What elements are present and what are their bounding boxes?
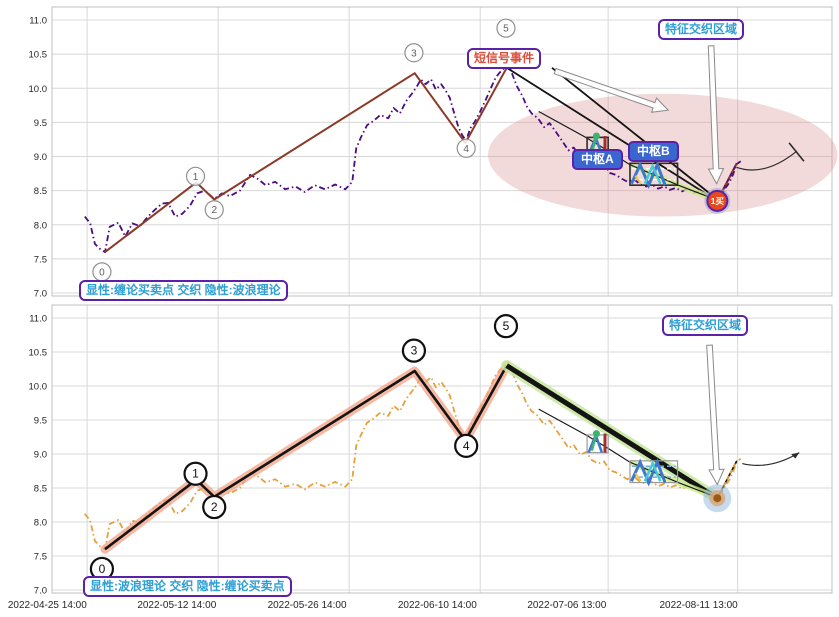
wave-label-circle-1 [183,461,208,486]
tbar-cap [788,142,805,162]
panel-wave-explicit: 0 1 2 3 4 5 11.0 10.5 10.0 9.5 9.0 8.5 8.0 7.5 7.0 [29,304,833,597]
wave-line [104,364,508,551]
buy-signal-marker [706,189,729,212]
pivot-b-cyan-zigzag [643,460,662,482]
wave-label-text-4: 4 [463,439,470,453]
wave-label-circle-2 [202,494,227,520]
decline-line [506,67,718,202]
y-tick-label: 8.0 [34,518,47,529]
price-line [84,62,742,254]
wave-label-circle-4 [454,433,479,458]
x-tick-label: 2022-08-11 13:00 [660,600,739,611]
signal-pointer-line [551,67,718,201]
y-tick-label: 10.0 [29,84,48,95]
green-dot [592,132,600,140]
spread-arrow [553,67,670,113]
pivot-box-b [629,460,679,484]
wave-label-circle-4 [456,138,476,158]
wave-label-text-0: 0 [99,562,106,576]
y-tick-label: 8.5 [34,186,47,197]
wave-label-text-0: 0 [99,267,105,278]
pivot-box-b [629,162,679,186]
wave-label-circle-3 [401,338,427,363]
y-tick-label: 10.5 [29,348,48,359]
signal-core [713,494,722,503]
caption-bottom-panel: 显性:波浪理论 交织 隐性:缠论买卖点 [83,576,292,597]
feature-zone-arrow-bottom [706,344,725,486]
y-tick-label: 11.0 [29,314,47,325]
decline-line [505,363,719,501]
panel-border [51,304,833,594]
x-tick-label: 2022-05-26 14:00 [268,600,347,611]
wave-label-circle-5 [496,18,516,38]
pivot-b-label: 中枢B [628,141,679,162]
pivot-b-cyan-zigzag [643,163,662,185]
y-tick-label: 8.0 [34,220,47,231]
pivot-a-label: 中枢A [572,149,623,170]
wave-label-text-3: 3 [411,344,418,358]
x-tick-label: 2022-06-10 14:00 [398,600,477,611]
wave-label-text-4: 4 [463,144,469,155]
y-tick-label: 10.0 [29,382,48,393]
y-tick-label: 10.5 [29,50,48,61]
buy-signal-text: 1买 [711,196,725,206]
wave-label-text-2: 2 [211,205,217,216]
wave-label-text-1: 1 [193,172,199,183]
feature-zone-arrow-top [707,45,725,185]
y-tick-label: 9.5 [34,416,47,427]
wave-label-circle-2 [204,200,224,220]
wave-label-circle-1 [185,166,206,186]
wave-label-text-5: 5 [503,24,509,35]
short-signal-label: 短信号事件 [467,48,542,69]
y-tick-label: 7.5 [34,254,47,265]
feature-zone-label-top: 特征交织区域 [658,19,745,40]
wave-label-text-5: 5 [503,319,510,333]
x-tick-label: 2022-05-12 14:00 [137,600,216,611]
y-tick-label: 11.0 [29,16,47,27]
hidden-segments-line [538,408,718,499]
caption-top-panel: 显性:缠论买卖点 交织 隐性:波浪理论 [79,280,288,301]
y-tick-label: 7.5 [34,552,47,563]
wave-line [104,67,508,253]
y-tick-label: 9.5 [34,118,47,129]
pivot-b-zigzag [630,458,667,487]
pivot-b-yellow-tick [634,175,642,185]
wave-label-circle-5 [493,314,519,339]
trend-arrowhead [791,452,800,459]
x-tick-label: 2022-04-25 14:00 [8,600,87,611]
y-tick-label: 9.0 [34,152,47,163]
tbar-curve [736,150,798,171]
feature-zone-label-bottom: 特征交织区域 [662,315,749,336]
pivot-b-zigzag [630,160,667,190]
wave-label-text-1: 1 [192,467,199,481]
trend-arrow-curve [742,452,800,466]
price-line [84,360,742,551]
pivot-b-yellow-tick [634,472,642,482]
wave-label-circle-3 [404,43,424,63]
x-tick-label: 2022-07-06 13:00 [527,600,606,611]
panel-border [51,6,833,297]
y-tick-label: 7.0 [34,289,47,300]
y-tick-label: 8.5 [34,484,47,495]
wave-label-text-2: 2 [211,500,218,514]
wave-label-text-3: 3 [411,48,417,59]
y-tick-label: 7.0 [34,586,47,597]
green-dot [592,430,600,438]
y-tick-label: 9.0 [34,450,47,461]
